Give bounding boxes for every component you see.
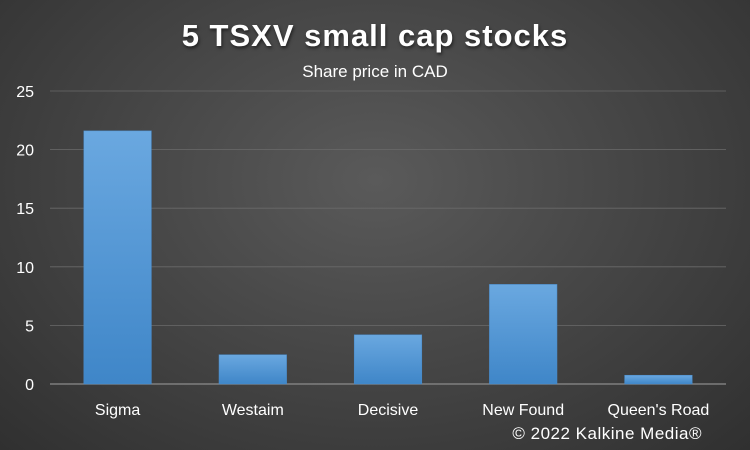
bar [353, 334, 423, 385]
y-tick-label: 20 [16, 143, 34, 160]
x-tick-label: Decisive [358, 402, 419, 419]
bar [489, 284, 558, 385]
x-tick-label: Queen's Road [608, 402, 710, 419]
y-tick-label: 25 [16, 84, 34, 101]
y-tick-label: 10 [16, 260, 34, 277]
bar [624, 374, 693, 385]
chart-subtitle: Share price in CAD [302, 62, 448, 81]
x-tick-label: Sigma [95, 402, 140, 419]
y-tick-label: 0 [25, 377, 34, 394]
copyright-text: © 2022 Kalkine Media® [512, 424, 702, 443]
y-tick-label: 15 [16, 201, 34, 218]
chart-title: 5 TSXV small cap stocks [181, 18, 569, 53]
bar [83, 130, 152, 385]
y-tick-label: 5 [25, 318, 34, 335]
x-tick-label: New Found [482, 402, 564, 419]
bar [218, 354, 287, 385]
x-tick-label: Westaim [222, 402, 284, 419]
